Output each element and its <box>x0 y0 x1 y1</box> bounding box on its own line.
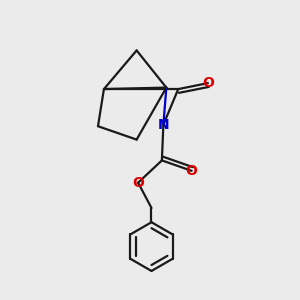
Text: N: N <box>158 118 169 132</box>
Text: O: O <box>186 164 197 178</box>
Text: O: O <box>202 76 214 90</box>
Text: O: O <box>132 176 144 190</box>
